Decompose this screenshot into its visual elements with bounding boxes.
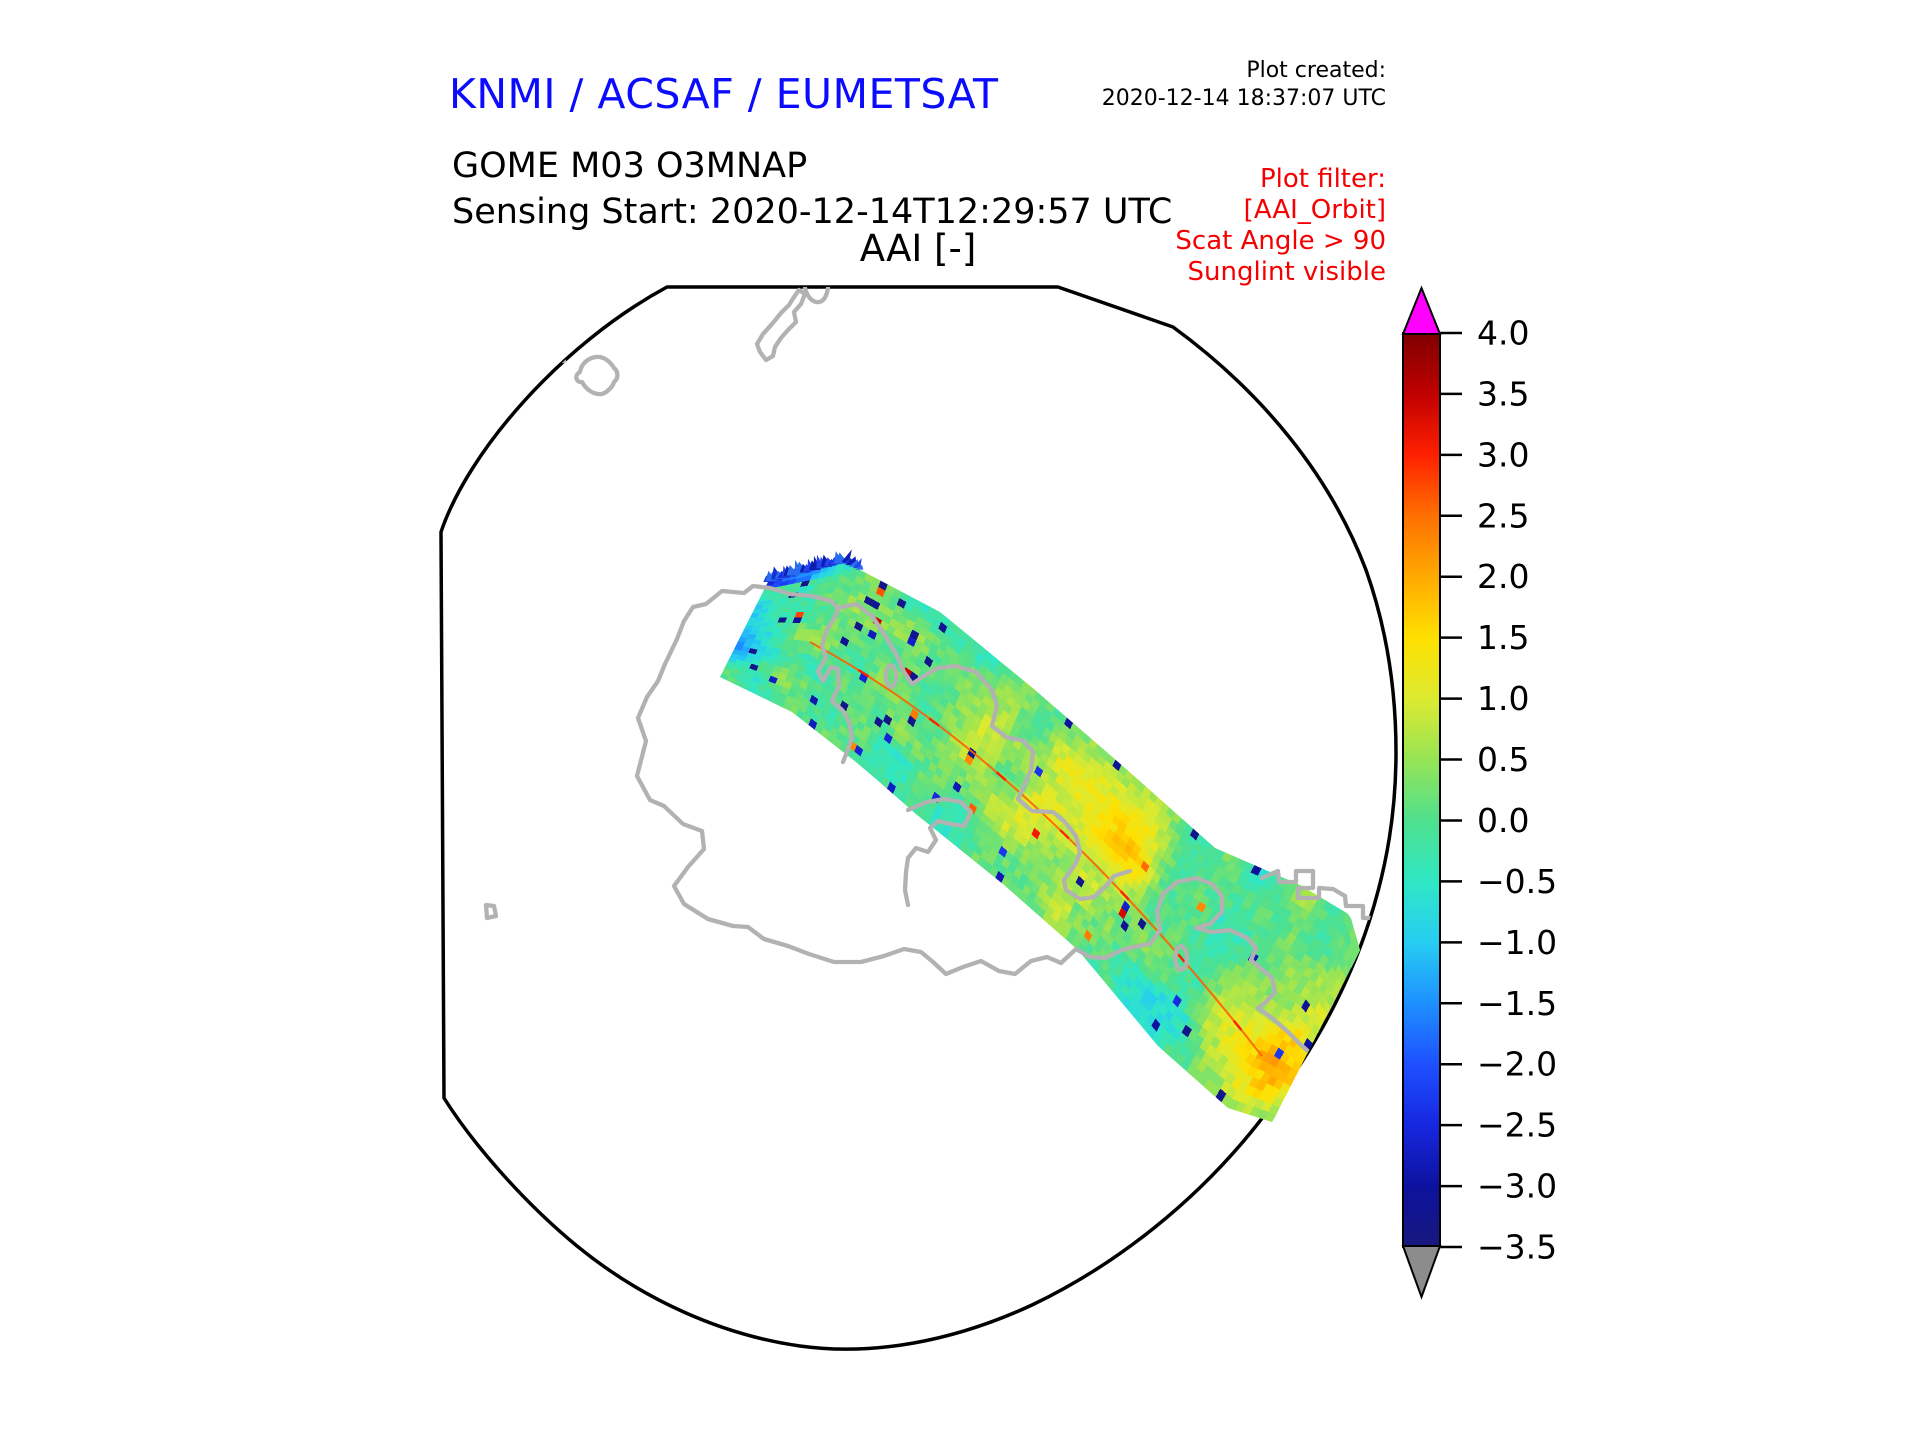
coastline-layer <box>483 287 1396 1056</box>
colorbar-tick-label: 1.0 <box>1477 679 1529 718</box>
colorbar-tick-label: 3.5 <box>1477 374 1529 413</box>
plot-created-label: Plot created: <box>1246 58 1386 83</box>
plot-filter-note: Plot filter: [AAI_Orbit] Scat Angle > 90 Su… <box>1175 164 1386 288</box>
filter-line: Plot filter: <box>1259 164 1386 194</box>
colorbar-tick-label: 2.5 <box>1477 496 1529 535</box>
aai-swath-layer <box>720 562 1360 1122</box>
coastline <box>883 662 899 690</box>
plot-created-block: Plot created: 2020-12-14 18:37:07 UTC <box>1102 57 1386 113</box>
colorbar-tick-label: −3.0 <box>1477 1167 1557 1206</box>
coastline <box>754 287 808 363</box>
coastline <box>483 902 499 921</box>
coastline <box>505 329 588 401</box>
coastline <box>835 601 1133 902</box>
swath-edge-fringe <box>763 549 864 582</box>
agency-title: KNMI / ACSAF / EUMETSAT <box>449 70 999 118</box>
colorbar-tick-label: 1.5 <box>1477 618 1529 657</box>
colorbar-tick-label: −3.5 <box>1477 1228 1557 1267</box>
colorbar-tick-label: 4.0 <box>1477 314 1529 353</box>
colorbar-over-arrow <box>1401 285 1442 335</box>
coastline <box>1259 868 1396 921</box>
coastline <box>634 583 1153 977</box>
colorbar-tick-label: 3.0 <box>1477 435 1529 474</box>
plot-title: AAI [-] <box>859 227 977 270</box>
filter-line: Scat Angle > 90 <box>1175 226 1386 256</box>
filter-line: Sunglint visible <box>1187 257 1386 287</box>
colorbar-tick-label: −0.5 <box>1477 862 1557 901</box>
colorbar-bar <box>1402 332 1441 1248</box>
colorbar-tick-label: −2.5 <box>1477 1106 1557 1145</box>
colorbar-tick-label: −1.0 <box>1477 923 1557 962</box>
colorbar: 4.0 3.5 3.0 2.5 2.0 1.5 1.0 0.5 0.0 −0.5 −1.0 −1.5 −… <box>1401 285 1557 1300</box>
product-title: GOME M03 O3MNAP <box>452 146 808 186</box>
map-boundary-outline <box>439 285 1398 1351</box>
orbit-track-sunglint-line <box>809 640 1263 1057</box>
plot-created-timestamp: 2020-12-14 18:37:07 UTC <box>1101 86 1386 111</box>
coastline <box>1147 875 1313 1056</box>
coastline <box>902 796 974 908</box>
coastline <box>1172 943 1190 973</box>
coastline <box>802 287 831 305</box>
filter-line: [AAI_Orbit] <box>1243 195 1386 225</box>
colorbar-under-arrow <box>1401 1245 1442 1300</box>
colorbar-tick-label: 0.5 <box>1477 740 1529 779</box>
colorbar-tick-label: 2.0 <box>1477 557 1529 596</box>
colorbar-tick-label: −2.0 <box>1477 1045 1557 1084</box>
sensing-start-line: Sensing Start: 2020-12-14T12:29:57 UTC <box>452 192 1173 232</box>
coastline <box>767 585 855 765</box>
colorbar-tick-label: −1.5 <box>1477 984 1557 1023</box>
coastline <box>574 354 620 397</box>
colorbar-tick-label: 0.0 <box>1477 801 1529 840</box>
